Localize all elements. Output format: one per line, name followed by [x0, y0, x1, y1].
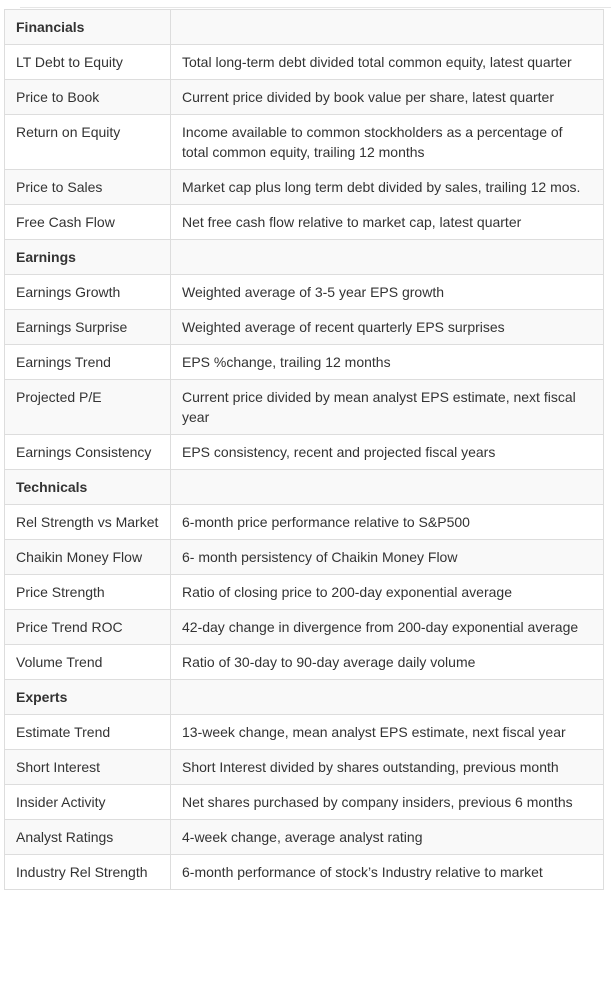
table-row: Industry Rel Strength 6-month performance… [4, 854, 604, 890]
table-row: Earnings Growth Weighted average of 3-5 y… [4, 274, 604, 310]
factor-description: Income available to common stockholders … [170, 114, 604, 170]
factor-name: Earnings Consistency [4, 434, 171, 470]
factor-name: Projected P/E [4, 379, 171, 435]
factor-description: Weighted average of 3-5 year EPS growth [170, 274, 604, 310]
factor-name: Price to Book [4, 79, 171, 115]
table-row: Short Interest Short Interest divided by … [4, 749, 604, 785]
factor-name: Price Strength [4, 574, 171, 610]
section-title: Financials [4, 9, 171, 45]
factor-name: Volume Trend [4, 644, 171, 680]
factor-name: Analyst Ratings [4, 819, 171, 855]
table-row: Earnings Consistency EPS consistency, rec… [4, 434, 604, 470]
factor-description: 6-month performance of stock’s Industry … [170, 854, 604, 890]
factor-name: Estimate Trend [4, 714, 171, 750]
table-row: Projected P/E Current price divided by me… [4, 379, 604, 435]
factor-name: Earnings Surprise [4, 309, 171, 345]
factor-description: 4-week change, average analyst rating [170, 819, 604, 855]
table-row: Free Cash Flow Net free cash flow relativ… [4, 204, 604, 240]
factor-name: LT Debt to Equity [4, 44, 171, 80]
section-title: Earnings [4, 239, 171, 275]
factor-description: Short Interest divided by shares outstan… [170, 749, 604, 785]
factor-name: Return on Equity [4, 114, 171, 170]
factor-description: Ratio of 30-day to 90-day average daily … [170, 644, 604, 680]
table-row: Earnings Trend EPS %change, trailing 12 m… [4, 344, 604, 380]
table-row: Price to Sales Market cap plus long term … [4, 169, 604, 205]
table-row: Price Strength Ratio of closing price to … [4, 574, 604, 610]
factor-description: Net shares purchased by company insiders… [170, 784, 604, 820]
factor-description: Current price divided by book value per … [170, 79, 604, 115]
top-divider [20, 7, 611, 8]
factor-description: Net free cash flow relative to market ca… [170, 204, 604, 240]
factor-name: Short Interest [4, 749, 171, 785]
factor-name: Free Cash Flow [4, 204, 171, 240]
table-row: Return on Equity Income available to comm… [4, 114, 604, 170]
factor-name: Earnings Trend [4, 344, 171, 380]
section-empty-cell [170, 469, 604, 505]
factor-name: Price Trend ROC [4, 609, 171, 645]
factor-name: Chaikin Money Flow [4, 539, 171, 575]
factor-name: Price to Sales [4, 169, 171, 205]
factor-description: Market cap plus long term debt divided b… [170, 169, 604, 205]
table-row: LT Debt to Equity Total long-term debt di… [4, 44, 604, 80]
factor-definitions-table: Financials LT Debt to Equity Total long-te… [4, 9, 604, 890]
table-row: Estimate Trend 13-week change, mean analy… [4, 714, 604, 750]
table-row: Analyst Ratings 4-week change, average an… [4, 819, 604, 855]
table-body: Financials LT Debt to Equity Total long-te… [4, 9, 604, 890]
section-title: Experts [4, 679, 171, 715]
section-header-row: Earnings [4, 239, 604, 275]
section-empty-cell [170, 239, 604, 275]
section-empty-cell [170, 9, 604, 45]
section-header-row: Financials [4, 9, 604, 45]
factor-description: Ratio of closing price to 200-day expone… [170, 574, 604, 610]
table-row: Price to Book Current price divided by bo… [4, 79, 604, 115]
section-empty-cell [170, 679, 604, 715]
table-row: Earnings Surprise Weighted average of rec… [4, 309, 604, 345]
section-header-row: Experts [4, 679, 604, 715]
table-row: Chaikin Money Flow 6- month persistency o… [4, 539, 604, 575]
table-row: Insider Activity Net shares purchased by … [4, 784, 604, 820]
factor-description: EPS consistency, recent and projected fi… [170, 434, 604, 470]
section-title: Technicals [4, 469, 171, 505]
factor-description: 6-month price performance relative to S&… [170, 504, 604, 540]
factor-name: Industry Rel Strength [4, 854, 171, 890]
factor-name: Rel Strength vs Market [4, 504, 171, 540]
factor-description: 6- month persistency of Chaikin Money Fl… [170, 539, 604, 575]
factor-description: EPS %change, trailing 12 months [170, 344, 604, 380]
factor-description: 42-day change in divergence from 200-day… [170, 609, 604, 645]
factor-description: Total long-term debt divided total commo… [170, 44, 604, 80]
factor-name: Insider Activity [4, 784, 171, 820]
section-header-row: Technicals [4, 469, 604, 505]
table-row: Price Trend ROC 42-day change in divergen… [4, 609, 604, 645]
factor-description: Weighted average of recent quarterly EPS… [170, 309, 604, 345]
table-row: Rel Strength vs Market 6-month price perf… [4, 504, 604, 540]
factor-name: Earnings Growth [4, 274, 171, 310]
table-row: Volume Trend Ratio of 30-day to 90-day av… [4, 644, 604, 680]
factor-description: 13-week change, mean analyst EPS estimat… [170, 714, 604, 750]
factor-description: Current price divided by mean analyst EP… [170, 379, 604, 435]
